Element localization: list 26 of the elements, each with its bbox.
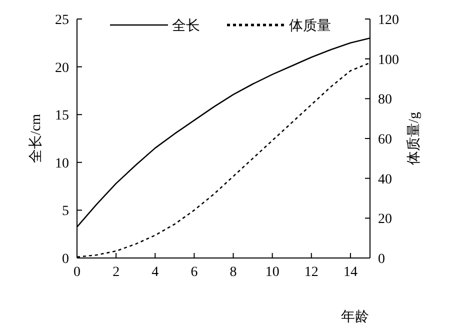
legend-label: 全长	[172, 18, 200, 34]
y-tick-label: 15	[55, 108, 69, 124]
x-tick-label: 2	[112, 265, 120, 280]
x-tick-label: 6	[190, 265, 198, 280]
y2-tick-label: 100	[378, 52, 399, 68]
y-tick-label: 25	[55, 13, 69, 28]
x-tick-label: 12	[304, 265, 318, 280]
y-tick-label: 20	[55, 60, 69, 76]
y-tick-label: 5	[62, 204, 69, 220]
y2-axis-title: 体质量/g	[406, 112, 422, 165]
y2-tick-label: 20	[378, 212, 392, 228]
x-tick-label: 8	[230, 265, 237, 280]
y2-tick-label: 80	[378, 92, 392, 108]
x-tick-label: 0	[74, 265, 80, 280]
x-axis-title: 年龄	[341, 309, 369, 325]
y-axis-title: 全长/cm	[28, 114, 44, 163]
y2-tick-label: 120	[378, 13, 399, 28]
y-tick-label: 0	[62, 252, 69, 267]
y2-tick-label: 0	[378, 252, 385, 267]
legend-label: 体质量	[289, 18, 331, 34]
y-tick-label: 10	[55, 156, 69, 172]
x-tick-label: 14	[343, 265, 358, 280]
x-tick-label: 4	[152, 265, 159, 280]
x-tick-label: 10	[265, 265, 280, 280]
y2-tick-label: 40	[378, 172, 392, 188]
y2-tick-label: 60	[378, 132, 392, 148]
